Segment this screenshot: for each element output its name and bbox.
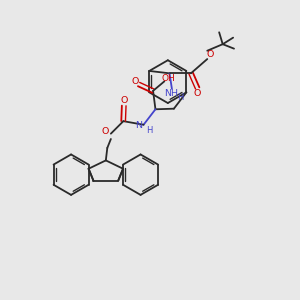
Text: OH: OH — [162, 74, 176, 83]
Text: N: N — [135, 121, 142, 130]
Text: H: H — [146, 126, 153, 135]
Text: O: O — [120, 97, 128, 106]
Text: O: O — [102, 128, 109, 136]
Text: H: H — [178, 93, 184, 102]
Text: O: O — [132, 77, 139, 86]
Text: O: O — [206, 50, 214, 59]
Text: O: O — [194, 89, 201, 98]
Text: NH: NH — [164, 89, 178, 98]
